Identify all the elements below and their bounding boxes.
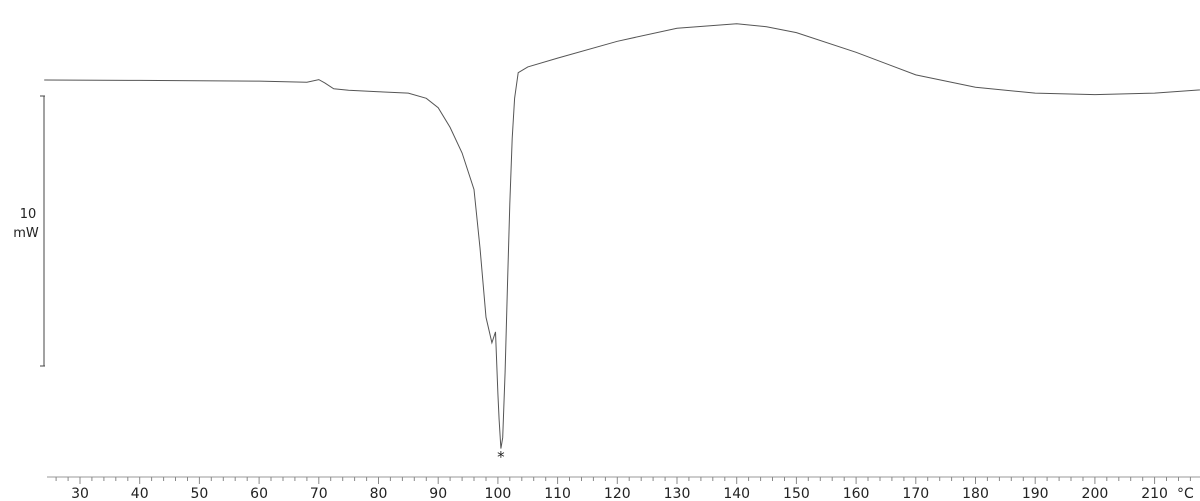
x-tick-label: 210 — [1141, 486, 1168, 501]
x-tick-label: 200 — [1082, 486, 1109, 501]
series-line — [44, 23, 1200, 449]
x-tick-label: 50 — [190, 486, 208, 501]
x-tick-label: 140 — [723, 486, 750, 501]
x-tick-label: 100 — [485, 486, 512, 501]
x-tick-label: 70 — [310, 486, 328, 501]
x-tick-label: 170 — [902, 486, 929, 501]
scale-bar: 10 mW — [13, 95, 45, 367]
scale-bar-unit: mW — [13, 226, 39, 241]
x-tick-label: 40 — [131, 486, 149, 501]
x-tick-label: 160 — [843, 486, 870, 501]
x-tick-label: 90 — [429, 486, 447, 501]
x-tick-label: 120 — [604, 486, 631, 501]
x-tick-label: 60 — [250, 486, 268, 501]
x-axis: 30 40 50 60 70 80 90 100 110 120 130 140 150 160 170 18… — [47, 476, 1200, 501]
x-tick-label: 130 — [664, 486, 691, 501]
x-unit-label: °C — [1177, 486, 1194, 501]
x-tick-label: 30 — [71, 486, 89, 501]
x-tick-label: 190 — [1022, 486, 1049, 501]
scale-bar-value: 10 — [20, 207, 37, 222]
x-tick-label: 80 — [370, 486, 388, 501]
x-tick-label: 110 — [544, 486, 571, 501]
x-tick-label: 150 — [783, 486, 810, 501]
x-tick-label: 180 — [962, 486, 989, 501]
peak-annotation: * — [497, 448, 505, 466]
